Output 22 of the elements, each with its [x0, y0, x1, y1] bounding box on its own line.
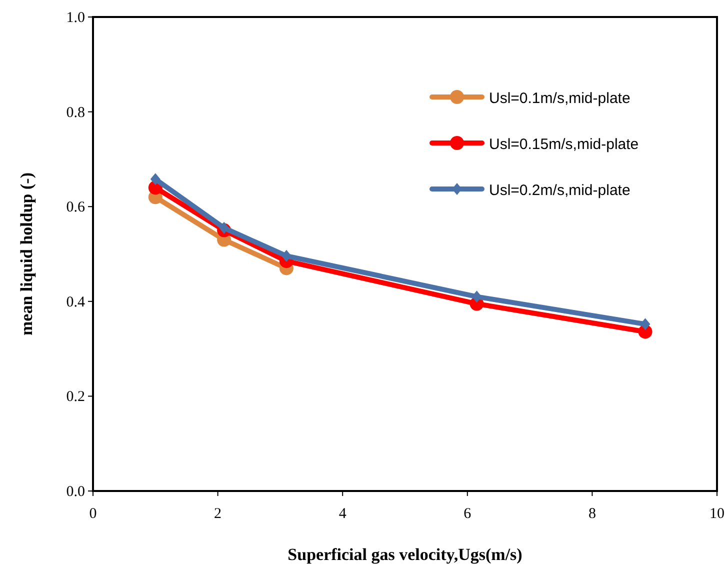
y-tick-label: 1.0 [66, 10, 85, 26]
x-axis-title: Superficial gas velocity,Ugs(m/s) [288, 545, 522, 564]
point [640, 318, 650, 330]
y-tick-label: 0.2 [66, 389, 85, 406]
x-tick-label: 6 [464, 506, 472, 522]
point [281, 250, 292, 262]
y-tick-label: 0.4 [66, 294, 86, 310]
legend-label: Usl=0.15m/s,mid-plate [489, 136, 639, 153]
y-tick-label: 0.0 [66, 484, 85, 500]
x-tick-label: 2 [214, 506, 222, 522]
y-axis-title: mean liquid holdup (-) [17, 172, 36, 336]
y-tick-label: 0.6 [66, 200, 86, 216]
x-tick-label: 10 [710, 506, 724, 522]
y-tick-label: 0.8 [66, 104, 85, 121]
point [219, 222, 230, 234]
x-tick-label: 8 [588, 506, 596, 522]
point [150, 173, 160, 186]
x-tick-label: 4 [338, 506, 347, 522]
legend-label: Usl=0.1m/s,mid-plate [489, 90, 630, 107]
point [472, 290, 482, 303]
legend-label: Usl=0.2m/s,mid-plate [489, 182, 630, 199]
x-tick-label: 0 [89, 506, 97, 522]
